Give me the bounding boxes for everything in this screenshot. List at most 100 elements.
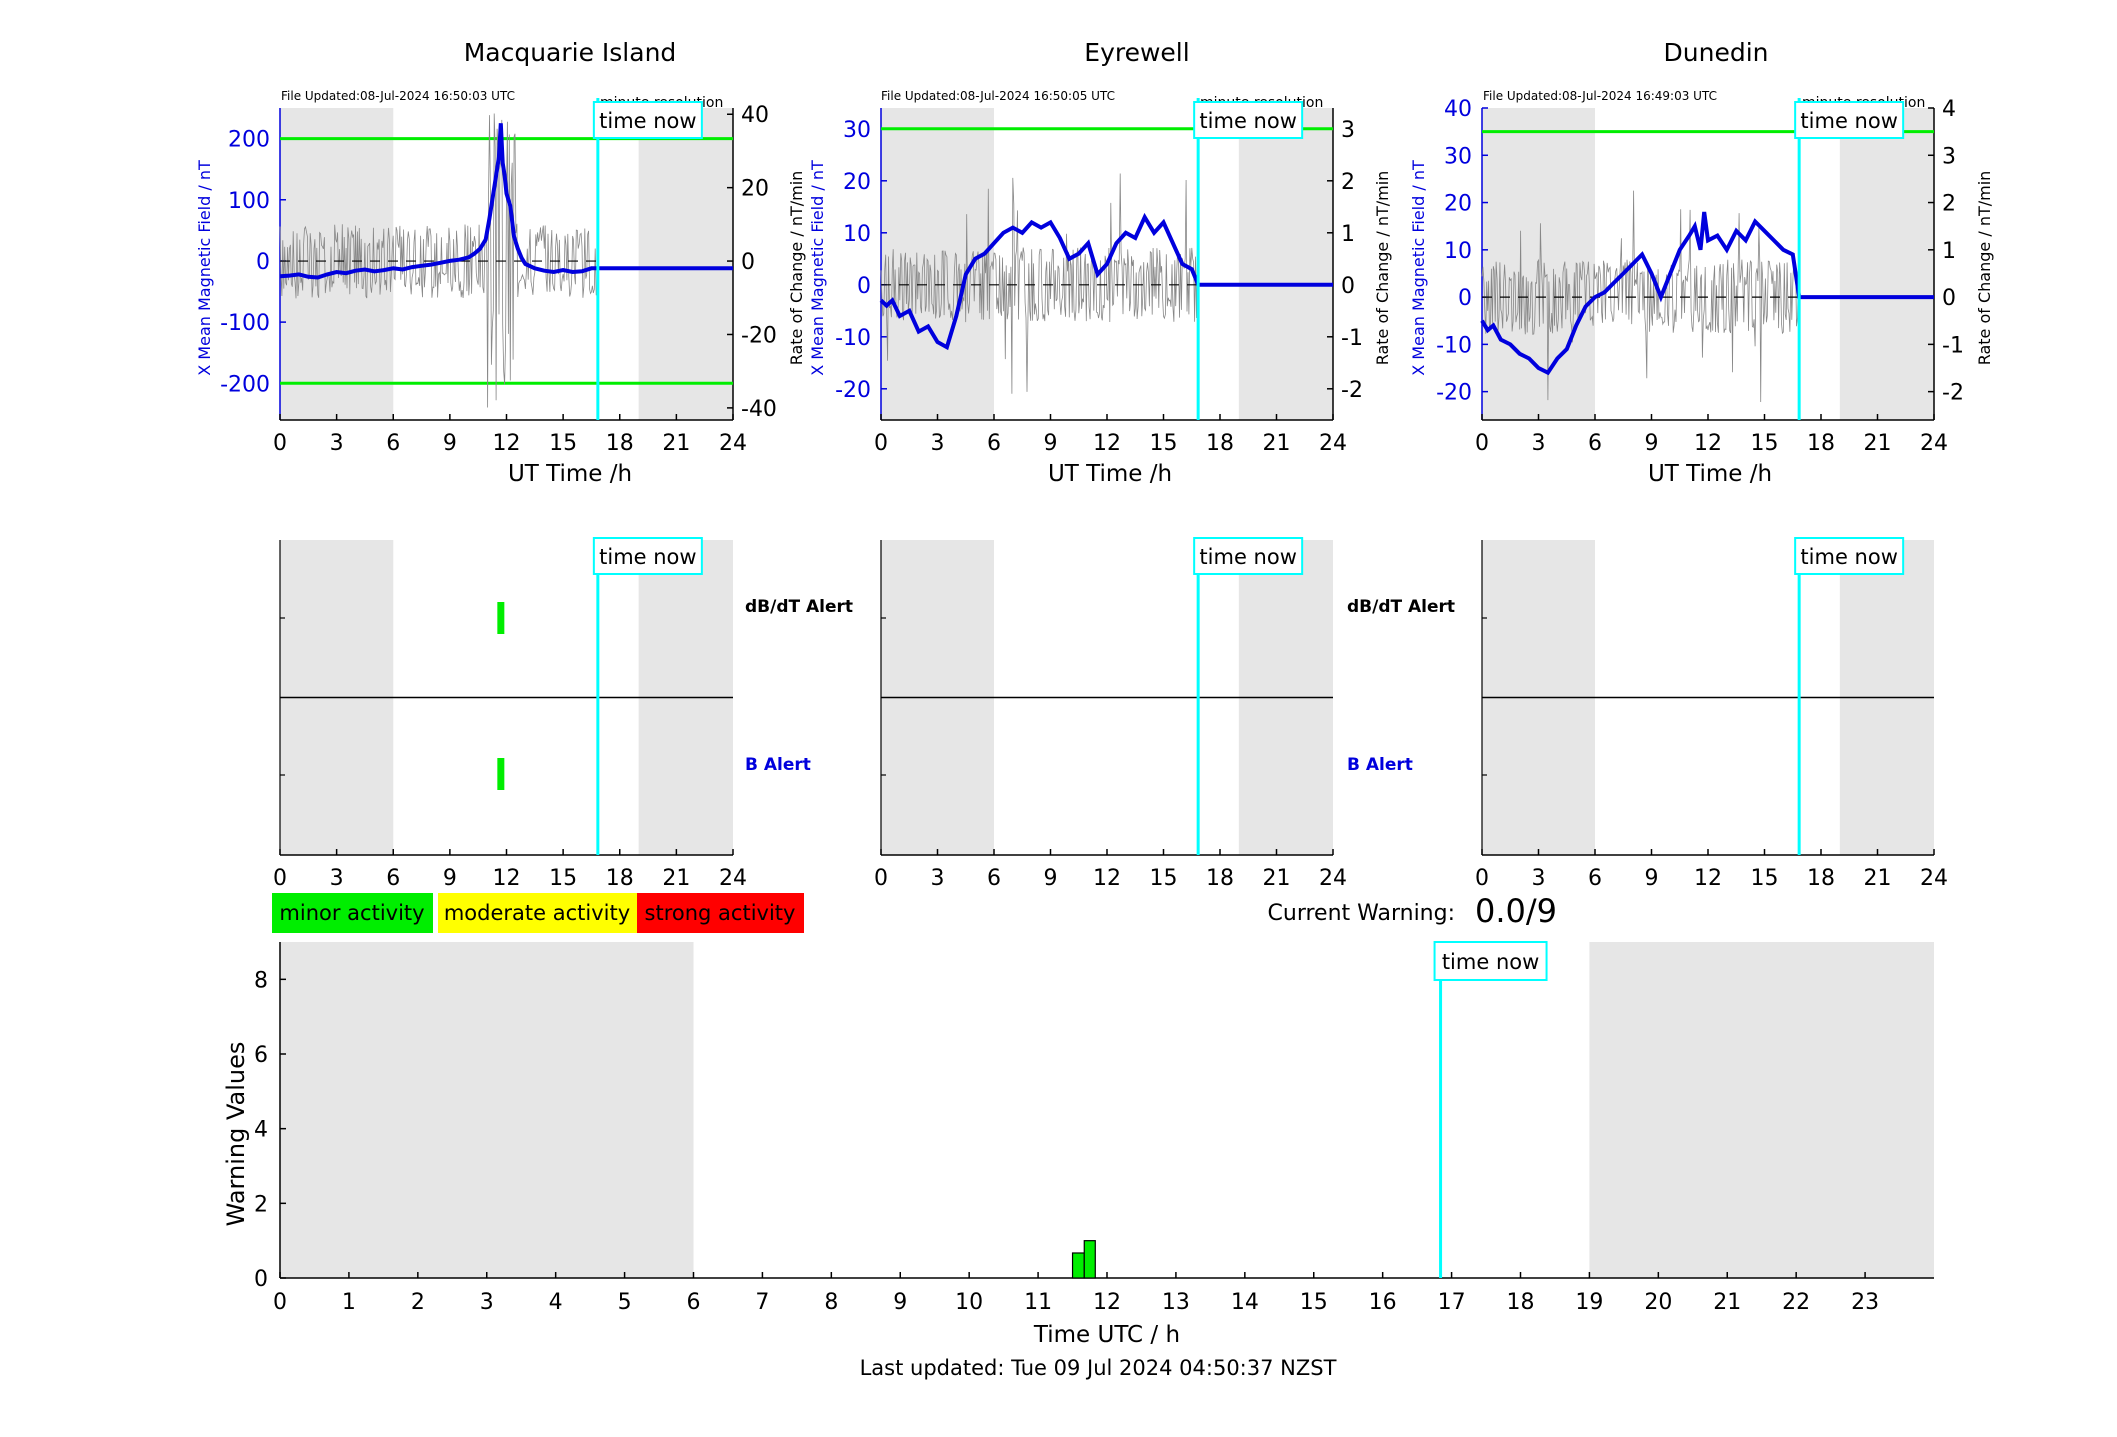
- x-tick-label: 19: [1575, 1290, 1603, 1315]
- time-now-label: time now: [1800, 545, 1897, 569]
- right-tick-label: -40: [741, 397, 777, 422]
- x-tick-label: 12: [1694, 866, 1722, 891]
- time-now-box: [1794, 101, 1905, 139]
- dbdt-alert-label: dB/dT Alert: [745, 597, 853, 617]
- x-tick-label: 9: [1645, 866, 1659, 891]
- legend-moderate-swatch: [438, 893, 637, 933]
- left-tick-label: 10: [843, 222, 871, 247]
- x-tick-label: 9: [1645, 431, 1659, 456]
- x-tick-label: 24: [719, 866, 747, 891]
- x-tick-label: 18: [606, 866, 634, 891]
- x-tick-label: 15: [1300, 1290, 1328, 1315]
- dbdt-alert-label: dB/dT Alert: [1347, 597, 1455, 617]
- warning-bar-1: [1083, 1240, 1096, 1279]
- left-tick-label: 10: [1444, 239, 1472, 264]
- left-tick-label: -100: [220, 311, 270, 336]
- right-axis-label: Rate of Change / nT/min: [1373, 171, 1392, 366]
- x-tick-label: 18: [1507, 1290, 1535, 1315]
- time-now-label: time now: [1800, 109, 1897, 133]
- alert-plot: 0 3 6 9 12 15 18 21 24 time now: [273, 537, 747, 891]
- night-shading-1: [1839, 108, 1934, 420]
- night-shading-1: [638, 108, 733, 420]
- time-now-label: time now: [1442, 950, 1539, 974]
- right-tick-label: 4: [1942, 97, 1956, 122]
- left-tick-label: 30: [843, 118, 871, 143]
- x-tick-label: 12: [1093, 866, 1121, 891]
- station-panel-eyrewell: Eyrewell File Updated:08-Jul-2024 16:50:…: [808, 38, 1455, 891]
- x-tick-label: 9: [1044, 431, 1058, 456]
- x-tick-label: 4: [549, 1290, 563, 1315]
- left-axis-label: X Mean Magnetic Field / nT: [808, 160, 827, 376]
- left-tick-label: 0: [857, 274, 871, 299]
- time-now-box: [1193, 537, 1304, 575]
- x-tick-label: 3: [1532, 866, 1546, 891]
- x-tick-label: 6: [386, 866, 400, 891]
- right-tick-label: 1: [1341, 222, 1355, 247]
- night-shading-0: [280, 942, 694, 1278]
- x-tick-label: 21: [1263, 866, 1291, 891]
- x-tick-label: 12: [1093, 431, 1121, 456]
- left-tick-label: 20: [843, 170, 871, 195]
- right-tick-label: -2: [1942, 381, 1964, 406]
- x-mean-field-line: [879, 212, 1333, 351]
- right-tick-label: -1: [1341, 326, 1363, 351]
- x-tick-label: 0: [273, 866, 287, 891]
- b-alert-label: B Alert: [745, 755, 811, 775]
- left-axis-label: X Mean Magnetic Field / nT: [1409, 160, 1428, 376]
- left-tick-label: -10: [835, 326, 871, 351]
- last-updated-label: Last updated: Tue 09 Jul 2024 04:50:37 N…: [860, 1356, 1337, 1380]
- current-warning-label: Current Warning:: [1268, 901, 1455, 926]
- left-axis-label: X Mean Magnetic Field / nT: [195, 160, 214, 376]
- x-tick-label: 6: [987, 431, 1001, 456]
- x-tick-label: 15: [1150, 431, 1178, 456]
- time-now-label: time now: [599, 545, 696, 569]
- b-alert-label: B Alert: [1347, 755, 1413, 775]
- station-title: Dunedin: [1664, 38, 1769, 67]
- x-tick-label: 6: [1588, 866, 1602, 891]
- file-updated-label: File Updated:08-Jul-2024 16:50:05 UTC: [881, 89, 1115, 103]
- x-tick-label: 15: [549, 866, 577, 891]
- x-tick-label: 18: [1807, 866, 1835, 891]
- x-tick-label: 9: [443, 866, 457, 891]
- y-tick-label: 2: [254, 1192, 268, 1217]
- dbdt-alert-mark: [497, 602, 505, 634]
- x-tick-label: 21: [1864, 431, 1892, 456]
- x-tick-label: 0: [874, 866, 888, 891]
- left-tick-label: 30: [1444, 144, 1472, 169]
- x-tick-label: 18: [1807, 431, 1835, 456]
- x-tick-label: 12: [493, 866, 521, 891]
- x-mean-field-line: [279, 123, 733, 280]
- right-tick-label: -2: [1341, 378, 1363, 403]
- x-tick-label: 9: [893, 1290, 907, 1315]
- alert-plot: 0 3 6 9 12 15 18 21 24 time now: [874, 537, 1347, 891]
- left-tick-label: 20: [1444, 192, 1472, 217]
- x-tick-label: 5: [618, 1290, 632, 1315]
- right-tick-label: 2: [1942, 192, 1956, 217]
- left-tick-label: 200: [228, 128, 270, 153]
- x-tick-label: 0: [1475, 431, 1489, 456]
- x-mean-field-line: [1480, 211, 1934, 376]
- x-tick-label: 3: [330, 866, 344, 891]
- right-tick-label: -20: [741, 323, 777, 348]
- activity-legend: minor activity moderate activity strong …: [272, 893, 804, 933]
- legend-strong-label: strong activity: [645, 901, 796, 925]
- x-tick-label: 8: [824, 1290, 838, 1315]
- x-tick-label: 12: [493, 431, 521, 456]
- x-tick-label: 21: [662, 866, 690, 891]
- x-tick-label: 6: [987, 866, 1001, 891]
- x-tick-label: 6: [687, 1290, 701, 1315]
- left-tick-label: 0: [256, 250, 270, 275]
- legend-moderate-label: moderate activity: [444, 901, 630, 925]
- night-shading-0: [280, 108, 394, 420]
- station-panel-dunedin: Dunedin File Updated:08-Jul-2024 16:49:0…: [1409, 38, 1994, 891]
- x-tick-label: 21: [662, 431, 690, 456]
- x-tick-label: 0: [273, 1290, 287, 1315]
- right-tick-label: 0: [1341, 274, 1355, 299]
- right-tick-label: 0: [741, 250, 755, 275]
- time-now-label: time now: [599, 109, 696, 133]
- x-tick-label: 3: [1532, 431, 1546, 456]
- alert-plot: 0 3 6 9 12 15 18 21 24 time now: [1475, 537, 1948, 891]
